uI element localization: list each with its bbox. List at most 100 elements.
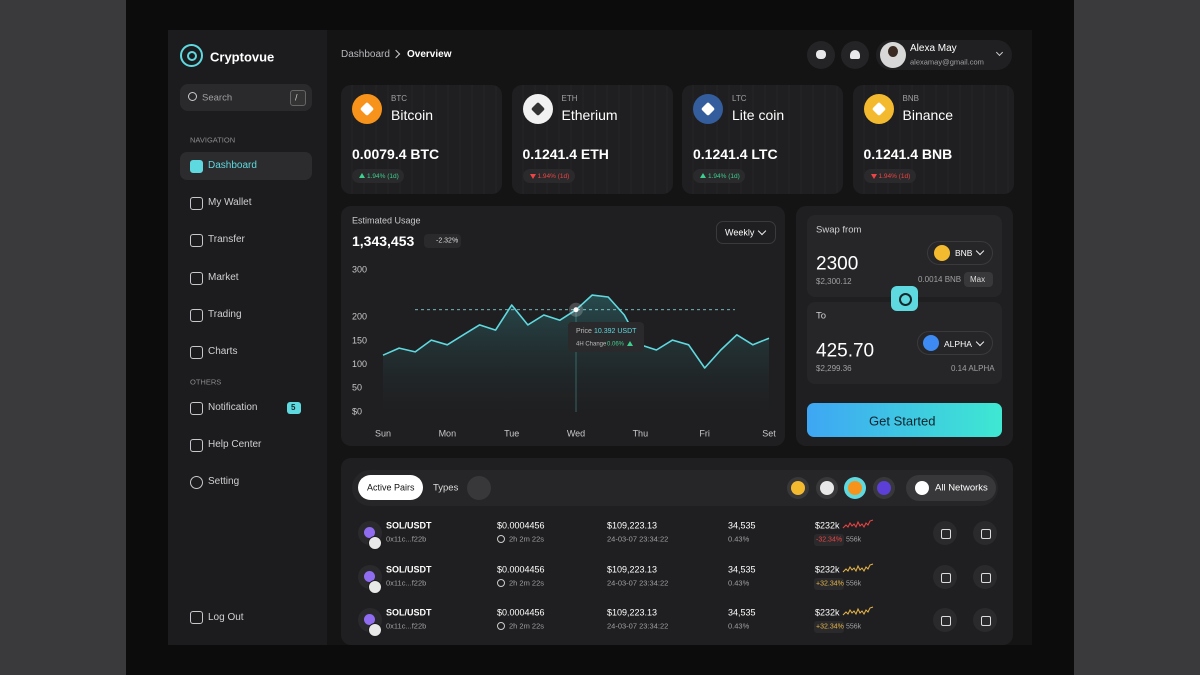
token-select[interactable]: [917, 331, 993, 355]
address: 0x11c...f22b: [386, 534, 427, 544]
from-usd: $2,300.12: [816, 277, 852, 286]
logout[interactable]: Log Out: [208, 612, 244, 623]
logo: [180, 44, 203, 67]
nav-item[interactable]: My Wallet: [208, 197, 252, 209]
volume: 34,535: [728, 564, 756, 574]
change-pill: [352, 169, 404, 183]
chart-change: -2.32%: [436, 237, 459, 245]
nav-heading: NAVIGATION: [190, 135, 236, 145]
period-label[interactable]: Weekly: [725, 227, 755, 238]
breadcrumb-current: Overview: [407, 49, 452, 60]
action-icon: [981, 529, 991, 539]
header-icon: [816, 50, 826, 59]
get-started-label[interactable]: Get Started: [869, 413, 936, 429]
nav-item[interactable]: Trading: [208, 308, 242, 320]
date: 24-03-07 23:34:22: [607, 577, 669, 587]
address: 0x11c...f22b: [386, 577, 427, 587]
trend-arrow: [700, 173, 706, 178]
change-pill: [814, 621, 844, 633]
change-pill: [863, 169, 916, 183]
nav-item[interactable]: Market: [208, 271, 239, 283]
others-item[interactable]: Help Center: [208, 439, 262, 451]
token-select[interactable]: [927, 241, 993, 265]
amount: 556k: [846, 536, 862, 544]
edit-button[interactable]: [933, 564, 957, 589]
nav-item[interactable]: Transfer: [208, 234, 245, 246]
avatar-head: [888, 46, 898, 57]
pair-icon-mark: [364, 614, 375, 625]
volume: 34,535: [728, 520, 756, 531]
tab[interactable]: Types: [433, 482, 459, 494]
coin-change: 1.94% (1d): [708, 172, 740, 180]
token-icon: [934, 245, 950, 261]
from-balance: 0.0014 BNB: [918, 275, 962, 284]
max-button[interactable]: Max: [970, 275, 986, 284]
change-pill: [814, 534, 844, 546]
coin-balance: 0.1241.4 BNB: [863, 146, 953, 162]
coin-symbol: LTC: [732, 94, 747, 103]
action-icon: [941, 529, 951, 539]
nav-item[interactable]: Charts: [208, 346, 238, 357]
logo-inner: [187, 51, 197, 61]
notification-badge: 5: [291, 403, 296, 412]
amount: 556k: [846, 580, 862, 587]
trend-arrow: [529, 174, 536, 179]
change-pill: [522, 169, 575, 183]
to-usd: $2,299.36: [816, 364, 852, 373]
action-icon: [981, 572, 991, 583]
clock-icon: [497, 578, 505, 587]
scan-button[interactable]: [973, 564, 997, 589]
scan-button[interactable]: [973, 608, 997, 632]
address: 0x11c...f22b: [386, 621, 427, 631]
swap-to-box: [807, 302, 1002, 384]
to-token: ALPHA: [944, 338, 972, 349]
scan-button[interactable]: [973, 521, 997, 545]
nav-item[interactable]: Dashboard: [208, 160, 257, 171]
coin-name: Etherium: [561, 107, 618, 123]
date: 24-03-07 23:34:22: [607, 534, 669, 544]
pair: SOL/USDT: [386, 564, 432, 574]
others-heading: OTHERS: [190, 377, 222, 387]
period-select[interactable]: [716, 221, 776, 244]
get-started-button[interactable]: [807, 403, 1002, 437]
nav-icon: [190, 271, 203, 285]
breadcrumb[interactable]: Dashboard: [341, 49, 390, 60]
action-icon: [941, 572, 951, 583]
tab[interactable]: Active Pairs: [367, 482, 415, 493]
others-item[interactable]: Notification: [208, 402, 258, 413]
date: 24-03-07 23:34:22: [607, 621, 669, 631]
cap: $232k: [815, 520, 840, 531]
logout-icon: [190, 611, 203, 624]
pair-icon-mark: [364, 527, 375, 538]
max-pill[interactable]: [964, 272, 993, 287]
edit-button[interactable]: [933, 521, 957, 545]
to-balance: 0.14 ALPHA: [951, 364, 995, 373]
price: $0.0004456: [497, 564, 545, 574]
coin-change: 1.94% (1d): [367, 172, 399, 180]
action-icon: [941, 616, 951, 626]
pair: SOL/USDT: [386, 520, 432, 531]
time: 2h 2m 22s: [509, 577, 545, 587]
others-item[interactable]: Setting: [208, 476, 240, 488]
price: $0.0004456: [497, 520, 545, 531]
nav-icon: [190, 160, 203, 173]
pair-icon-sub: [368, 536, 382, 550]
filter-button[interactable]: [467, 476, 491, 500]
coin-name: Bitcoin: [391, 107, 434, 123]
all-networks-label[interactable]: All Networks: [935, 482, 988, 494]
trend-arrow: [359, 173, 365, 178]
shortcut-box: [290, 90, 306, 106]
network-icon: [877, 481, 892, 495]
amount: 556k: [846, 623, 862, 631]
others-icon: [190, 476, 203, 490]
search-placeholder: Search: [202, 92, 233, 104]
edit-button[interactable]: [933, 608, 957, 632]
search-icon: [188, 92, 197, 101]
tab-active[interactable]: [358, 475, 423, 500]
brand-name: Cryptovue: [210, 49, 275, 65]
user-name: Alexa May: [910, 43, 957, 54]
row-change: +32.34%: [816, 580, 844, 587]
value: $109,223.13: [607, 607, 658, 618]
